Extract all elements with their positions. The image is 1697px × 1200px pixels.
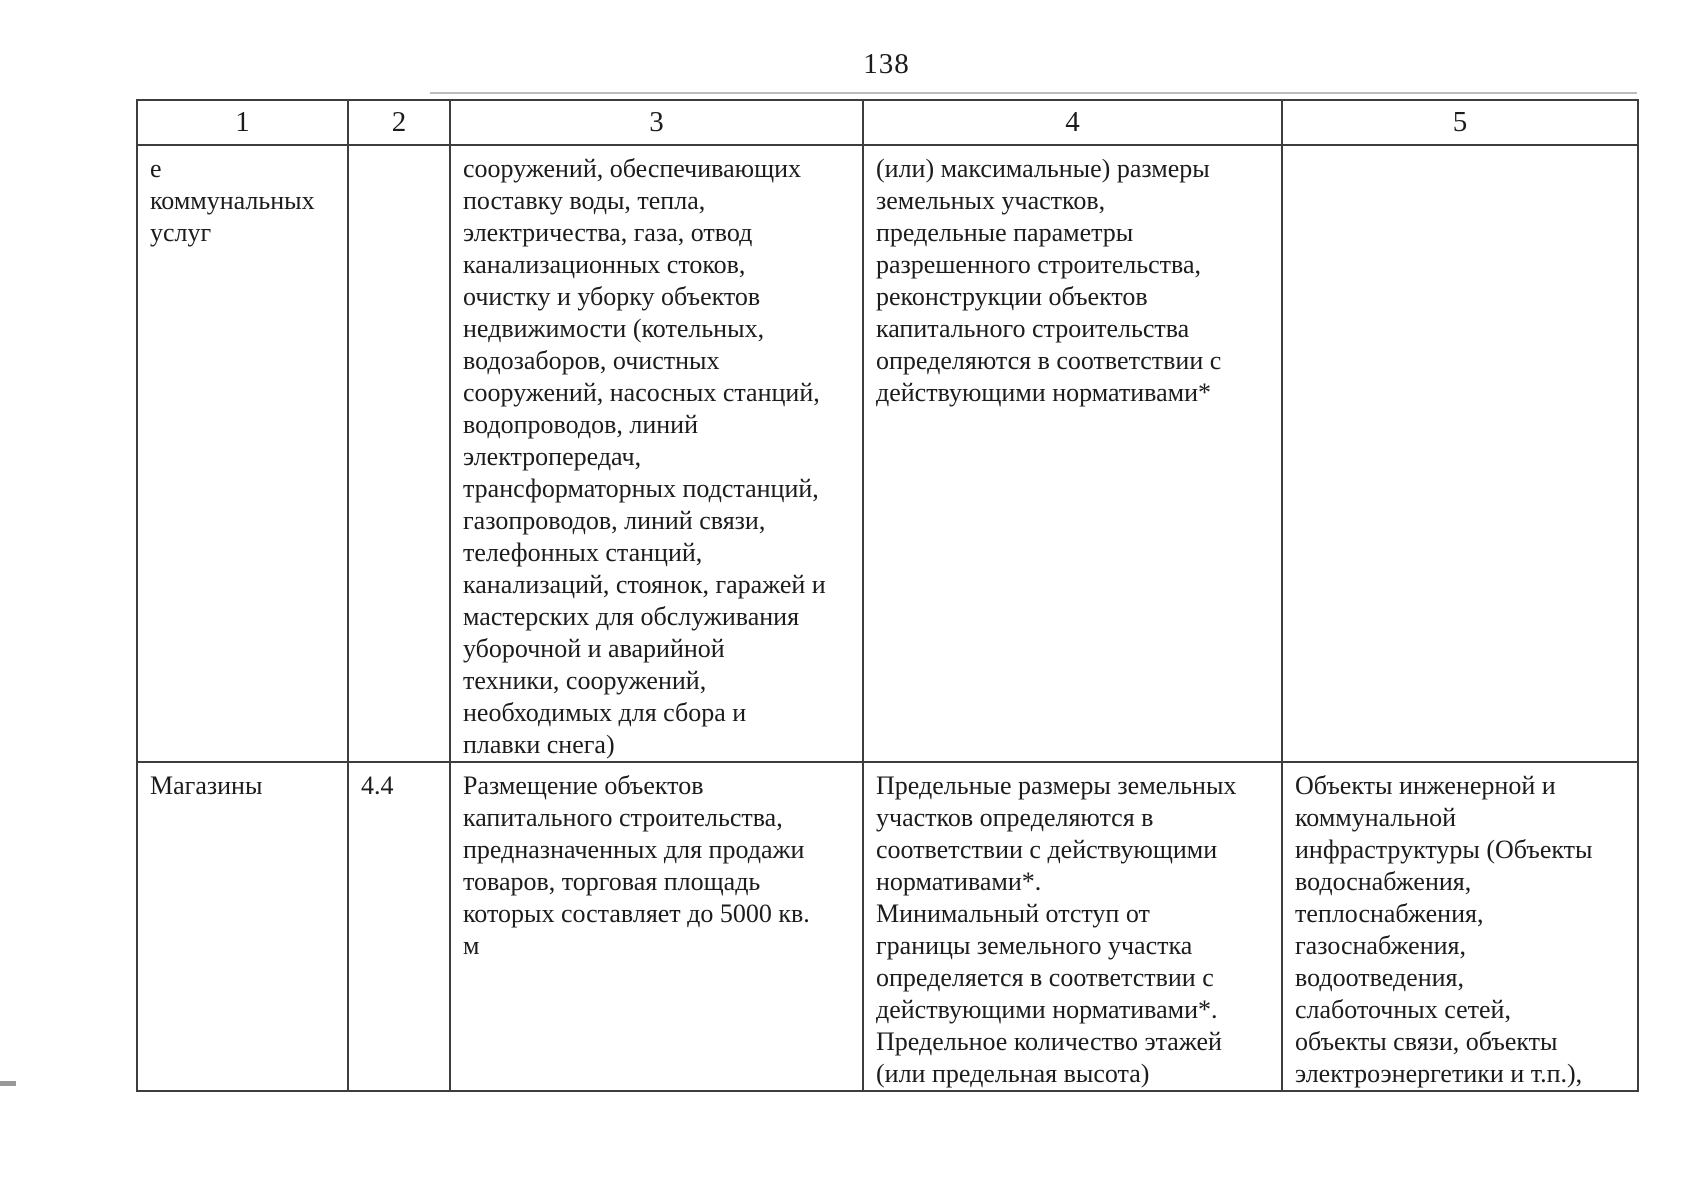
column-header-3: 3 bbox=[449, 99, 864, 146]
land-use-regulations-table: 1 2 3 4 5 е коммунальных услуг сооружени… bbox=[136, 99, 1639, 1092]
column-header-5: 5 bbox=[1281, 99, 1639, 146]
cell-use-name-continued: е коммунальных услуг bbox=[136, 144, 349, 763]
table-header-row: 1 2 3 4 5 bbox=[136, 99, 1639, 146]
column-header-4: 4 bbox=[862, 99, 1283, 146]
column-header-2: 2 bbox=[347, 99, 451, 146]
cell-use-code-empty bbox=[347, 144, 451, 763]
cell-auxiliary-empty bbox=[1281, 144, 1639, 763]
scan-artifact-mark bbox=[0, 1081, 16, 1086]
scan-top-edge-line bbox=[430, 92, 1637, 94]
cell-use-description: сооружений, обеспечивающих поставку воды… bbox=[449, 144, 864, 763]
cell-limit-parameters: Предельные размеры земельных участков оп… bbox=[862, 761, 1283, 1092]
cell-use-description: Размещение объектов капитального строите… bbox=[449, 761, 864, 1092]
page-number: 138 bbox=[863, 48, 910, 80]
column-header-1: 1 bbox=[136, 99, 349, 146]
table-row-shops: Магазины 4.4 Размещение объектов капитал… bbox=[136, 761, 1639, 1092]
cell-auxiliary-objects: Объекты инженерной и коммунальной инфрас… bbox=[1281, 761, 1639, 1092]
table-row-communal-services: е коммунальных услуг сооружений, обеспеч… bbox=[136, 144, 1639, 763]
cell-use-code: 4.4 bbox=[347, 761, 451, 1092]
cell-use-name: Магазины bbox=[136, 761, 349, 1092]
cell-limit-parameters: (или) максимальные) размеры земельных уч… bbox=[862, 144, 1283, 763]
